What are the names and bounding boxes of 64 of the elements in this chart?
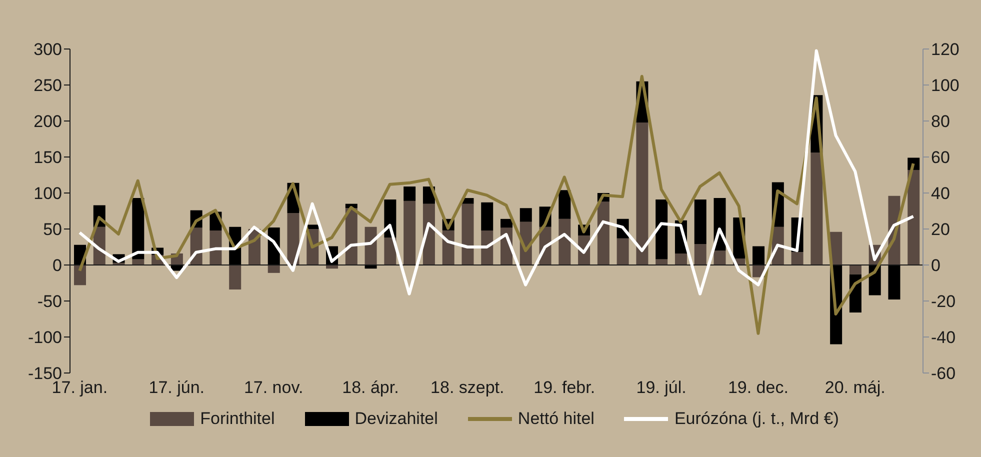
bar bbox=[694, 244, 706, 265]
x-tick-label: 19. júl. bbox=[636, 378, 686, 398]
x-tick-label: 17. jún. bbox=[148, 378, 205, 398]
bar bbox=[229, 265, 242, 290]
bar bbox=[656, 259, 668, 265]
bar bbox=[404, 200, 416, 265]
y2-tick-label: 0 bbox=[931, 256, 940, 276]
bar bbox=[694, 199, 706, 244]
bar bbox=[791, 252, 804, 265]
bar bbox=[849, 265, 862, 274]
y-tick-label: 150 bbox=[34, 148, 62, 168]
legend-label: Eurózóna (j. t., Mrd €) bbox=[674, 409, 839, 429]
bar bbox=[888, 265, 900, 300]
bar bbox=[404, 186, 416, 201]
bar bbox=[132, 259, 144, 265]
bar bbox=[132, 198, 144, 260]
line-series bbox=[78, 74, 915, 335]
line-series bbox=[78, 49, 915, 296]
x-tick-label: 20. máj. bbox=[824, 378, 886, 398]
bar bbox=[268, 265, 280, 273]
y-tick-label: 50 bbox=[43, 220, 62, 240]
y2-tick-label: -40 bbox=[931, 328, 956, 348]
legend-label: Forinthitel bbox=[200, 409, 275, 429]
bar bbox=[908, 170, 920, 265]
y2-tick-label: -60 bbox=[931, 364, 956, 384]
bar bbox=[752, 246, 765, 265]
bar bbox=[520, 208, 532, 222]
y2-tick-label: 40 bbox=[931, 184, 950, 204]
bar bbox=[384, 238, 396, 265]
bar bbox=[810, 152, 823, 265]
legend-label: Devizahitel bbox=[354, 409, 438, 429]
x-tick-label: 19. dec. bbox=[728, 378, 788, 398]
bar bbox=[500, 218, 512, 228]
bar bbox=[462, 204, 474, 265]
y-tick-label: 250 bbox=[34, 76, 62, 96]
y2-tick-label: 120 bbox=[931, 40, 960, 60]
y2-tick-label: 80 bbox=[931, 112, 950, 132]
bar bbox=[558, 190, 571, 219]
y-tick-label: 100 bbox=[34, 184, 62, 204]
bar bbox=[674, 253, 687, 265]
x-tick-label: 18. ápr. bbox=[342, 378, 399, 398]
x-tick-label: 19. febr. bbox=[534, 378, 596, 398]
y2-tick-label: -20 bbox=[931, 292, 956, 312]
bar bbox=[656, 199, 668, 260]
bar bbox=[616, 238, 629, 265]
y-tick-label: 0 bbox=[52, 256, 62, 276]
y2-tick-label: 20 bbox=[931, 220, 950, 240]
bar bbox=[597, 202, 610, 265]
x-tick-label: 17. jan. bbox=[52, 378, 108, 398]
legend-label: Nettó hitel bbox=[518, 409, 594, 429]
bar bbox=[714, 250, 726, 265]
y2-tick-label: 60 bbox=[931, 148, 950, 168]
y-tick-label: -50 bbox=[37, 292, 62, 312]
bar bbox=[558, 218, 571, 265]
y-tick-label: 200 bbox=[34, 112, 62, 132]
bar bbox=[210, 230, 222, 265]
bar bbox=[636, 122, 648, 265]
y2-tick-label: 100 bbox=[931, 76, 960, 96]
x-tick-label: 17. nov. bbox=[244, 378, 304, 398]
bar bbox=[481, 202, 494, 230]
x-tick-label: 18. szept. bbox=[430, 378, 504, 398]
y-tick-label: -100 bbox=[28, 328, 62, 348]
y-tick-label: 300 bbox=[34, 40, 62, 60]
bar bbox=[74, 265, 86, 286]
